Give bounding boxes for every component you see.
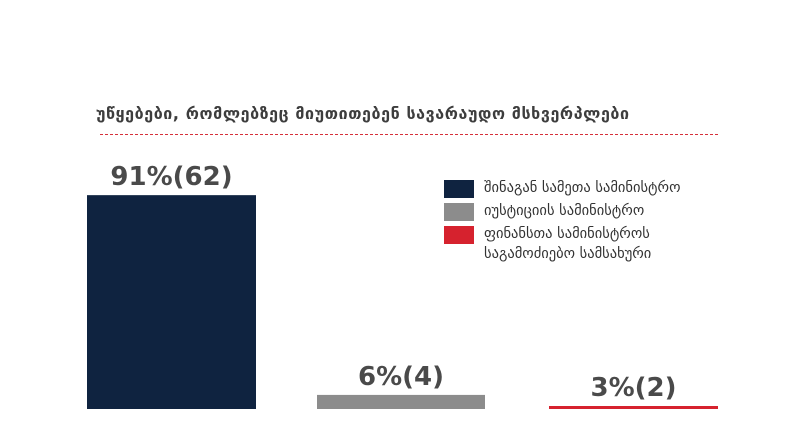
legend-label: იუსტიციის სამინისტრო <box>484 203 645 219</box>
data-label: 91%(62) <box>110 162 232 192</box>
bar <box>317 394 485 409</box>
chart-title: უწყებები, რომლებზეც მიუთითებენ სავარაუდო… <box>96 104 630 123</box>
legend-swatch <box>444 226 474 244</box>
chart-legend: შინაგან სამეთა სამინისტრო იუსტიციის სამი… <box>444 178 744 267</box>
legend-item: იუსტიციის სამინისტრო <box>444 201 744 221</box>
legend-label: შინაგან სამეთა სამინისტრო <box>484 180 681 196</box>
legend-item: შინაგან სამეთა სამინისტრო <box>444 178 744 198</box>
legend-swatch <box>444 180 474 198</box>
data-label: 6%(4) <box>358 362 444 392</box>
title-divider <box>100 134 718 135</box>
legend-label: ფინანსთა სამინისტროს საგამოძიებო სამსახუ… <box>484 226 652 262</box>
bar <box>87 195 256 409</box>
bar <box>549 406 718 409</box>
data-label: 3%(2) <box>591 373 677 403</box>
legend-swatch <box>444 203 474 221</box>
legend-item: ფინანსთა სამინისტროს საგამოძიებო სამსახუ… <box>444 224 744 264</box>
